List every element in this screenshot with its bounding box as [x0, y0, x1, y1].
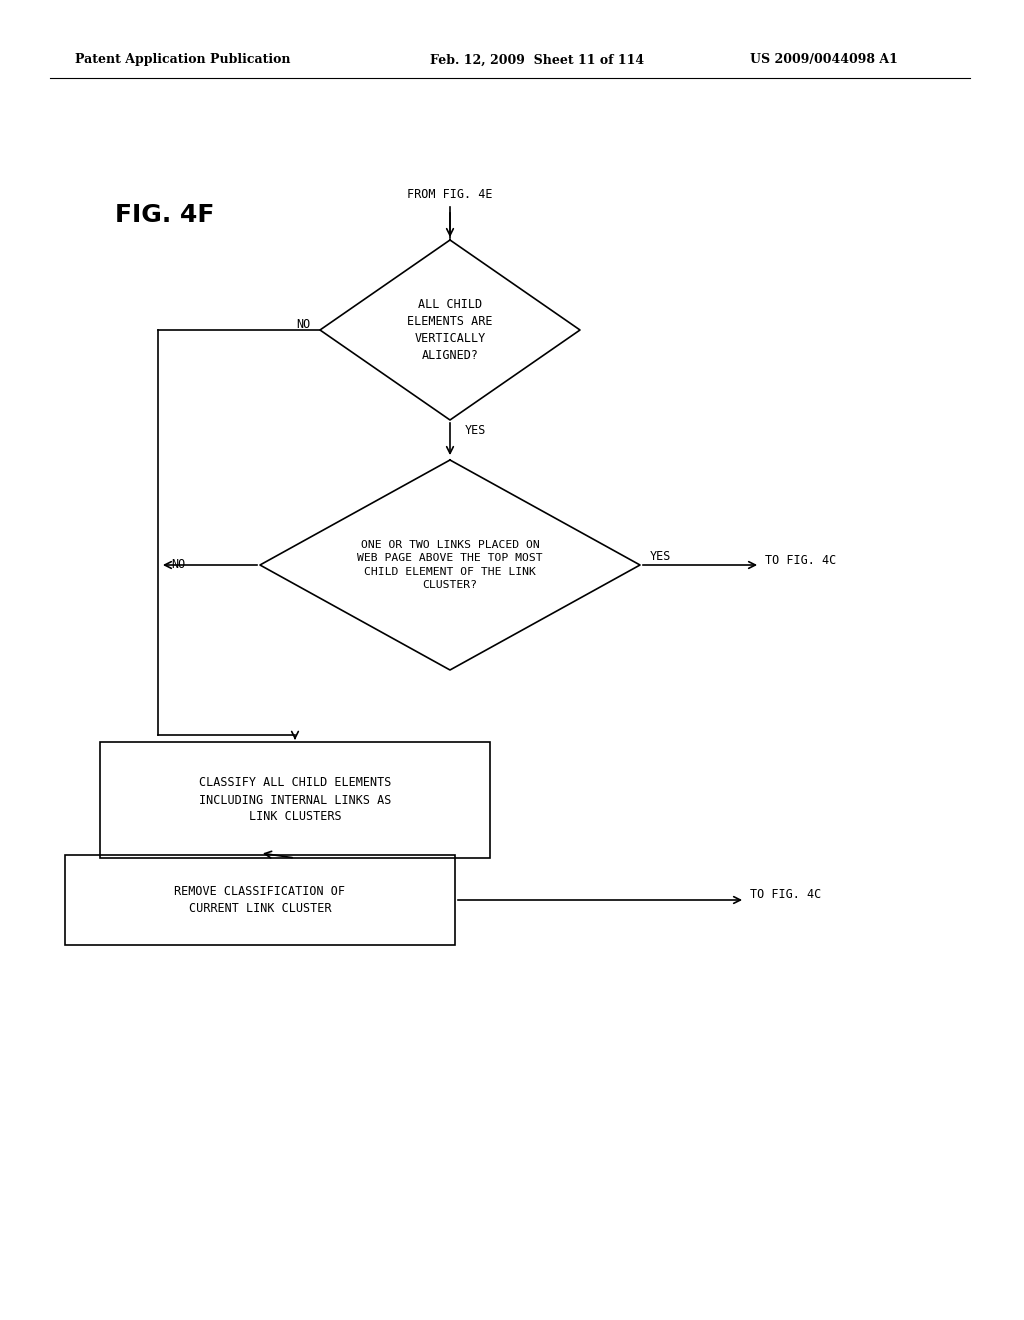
Text: Feb. 12, 2009  Sheet 11 of 114: Feb. 12, 2009 Sheet 11 of 114: [430, 54, 644, 66]
Text: YES: YES: [650, 550, 672, 564]
Text: CLASSIFY ALL CHILD ELEMENTS
INCLUDING INTERNAL LINKS AS
LINK CLUSTERS: CLASSIFY ALL CHILD ELEMENTS INCLUDING IN…: [199, 776, 391, 824]
Text: ONE OR TWO LINKS PLACED ON
WEB PAGE ABOVE THE TOP MOST
CHILD ELEMENT OF THE LINK: ONE OR TWO LINKS PLACED ON WEB PAGE ABOV…: [357, 540, 543, 590]
Text: NO: NO: [171, 558, 185, 572]
Text: YES: YES: [465, 424, 486, 437]
Bar: [65, 855, 455, 945]
Bar: [100, 742, 490, 858]
Text: NO: NO: [296, 318, 310, 331]
Text: Patent Application Publication: Patent Application Publication: [75, 54, 291, 66]
Text: ALL CHILD
ELEMENTS ARE
VERTICALLY
ALIGNED?: ALL CHILD ELEMENTS ARE VERTICALLY ALIGNE…: [408, 298, 493, 362]
Text: REMOVE CLASSIFICATION OF
CURRENT LINK CLUSTER: REMOVE CLASSIFICATION OF CURRENT LINK CL…: [174, 884, 345, 915]
Text: FROM FIG. 4E: FROM FIG. 4E: [408, 189, 493, 202]
Text: FIG. 4F: FIG. 4F: [116, 203, 215, 227]
Text: TO FIG. 4C: TO FIG. 4C: [750, 888, 821, 902]
Text: TO FIG. 4C: TO FIG. 4C: [765, 553, 837, 566]
Text: US 2009/0044098 A1: US 2009/0044098 A1: [750, 54, 898, 66]
